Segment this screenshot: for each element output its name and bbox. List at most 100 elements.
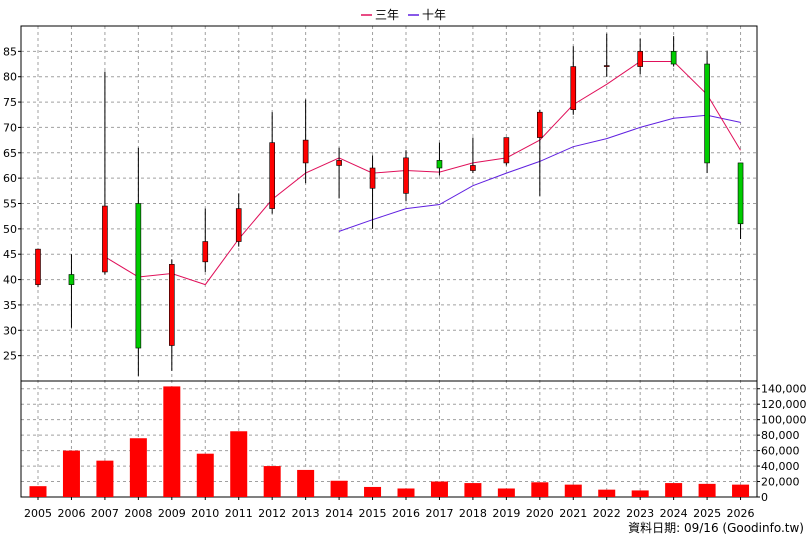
candle-body	[637, 51, 643, 67]
candle-body	[503, 137, 510, 164]
volume-bar	[631, 490, 649, 497]
year-tick-label: 2019	[492, 507, 520, 520]
price-axis-ticks: 25 30 35 40 45 50 55 60 65 70 75 80 85	[3, 45, 21, 363]
year-tick-label: 2007	[91, 507, 119, 520]
year-tick-label: 2011	[225, 507, 253, 520]
price-tick-label: 35	[3, 299, 17, 312]
year-tick-label: 2012	[258, 507, 286, 520]
price-tick-label: 50	[3, 223, 17, 236]
volume-bar	[129, 438, 147, 497]
volume-bar	[330, 480, 348, 497]
candle-body	[403, 157, 409, 194]
year-tick-label: 2006	[57, 507, 85, 520]
candle-body	[202, 241, 209, 263]
year-tick-label: 2026	[727, 507, 755, 520]
volume-bar	[430, 481, 448, 497]
volume-bars	[29, 386, 750, 497]
year-tick-label: 2022	[593, 507, 621, 520]
candle-body	[704, 63, 710, 164]
volume-bar	[564, 484, 582, 497]
year-tick-label: 2014	[325, 507, 353, 520]
candle-body	[102, 205, 108, 273]
year-tick-label: 2013	[292, 507, 320, 520]
year-tick-label: 2021	[559, 507, 587, 520]
candle-body	[670, 51, 677, 65]
year-tick-label: 2025	[693, 507, 721, 520]
plot-frames	[20, 25, 758, 498]
year-tick-label: 2005	[24, 507, 52, 520]
year-axis-ticks: 2005 2006 2007 2008 2009 2010 2011 2012 2013 2014…	[24, 497, 755, 520]
year-tick-label: 2010	[191, 507, 219, 520]
price-tick-label: 40	[3, 274, 17, 287]
volume-bar	[297, 469, 315, 497]
year-tick-label: 2015	[359, 507, 387, 520]
volume-bar	[364, 486, 382, 497]
price-tick-label: 45	[3, 248, 17, 261]
candle-body	[369, 167, 376, 189]
volume-bar	[196, 453, 214, 497]
volume-bar	[732, 484, 750, 497]
candlesticks	[35, 33, 744, 376]
volume-tick-label: 0	[761, 491, 768, 504]
price-tick-label: 70	[3, 121, 17, 134]
year-tick-label: 2023	[626, 507, 654, 520]
price-tick-label: 55	[3, 198, 17, 211]
data-date-footer: 資料日期: 09/16 (Goodinfo.tw)	[628, 521, 804, 535]
volume-bar	[497, 488, 515, 497]
legend-ma10-label: 十年	[422, 8, 446, 22]
price-tick-label: 80	[3, 71, 17, 84]
volume-bar	[96, 460, 114, 497]
volume-bar	[464, 483, 482, 497]
price-tick-label: 25	[3, 350, 17, 363]
volume-bar	[698, 483, 716, 497]
legend: 三年 十年	[361, 8, 446, 22]
candle-body	[35, 248, 41, 285]
moving-average-lines	[104, 61, 741, 286]
candle-body	[537, 111, 543, 138]
price-tick-label: 30	[3, 324, 17, 337]
volume-tick-label: 20,000	[761, 476, 800, 489]
year-tick-label: 2017	[425, 507, 453, 520]
year-tick-label: 2008	[124, 507, 152, 520]
volume-axis-ticks: 0 20,000 40,000 60,000 80,000 100,000 120,000 1…	[757, 383, 807, 504]
year-tick-label: 2018	[459, 507, 487, 520]
candle-body	[603, 65, 610, 67]
candle-body	[470, 165, 476, 171]
volume-tick-label: 100,000	[761, 414, 807, 427]
year-tick-label: 2024	[660, 507, 688, 520]
volume-bar	[531, 482, 549, 497]
price-tick-label: 60	[3, 172, 17, 185]
volume-tick-label: 120,000	[761, 398, 807, 411]
candle-body	[737, 162, 744, 225]
candle-body	[269, 142, 275, 209]
volume-bar	[62, 450, 80, 497]
volume-tick-label: 140,000	[761, 383, 807, 396]
price-tick-label: 75	[3, 96, 17, 109]
volume-bar	[263, 466, 281, 497]
candle-body	[169, 264, 175, 346]
legend-ma3-label: 三年	[375, 8, 399, 22]
volume-tick-label: 60,000	[761, 445, 800, 458]
candle-body	[235, 208, 242, 242]
candle-body	[336, 160, 342, 166]
grid-lines	[21, 26, 757, 497]
candle-body	[436, 160, 443, 169]
volume-bar	[230, 431, 248, 497]
volume-bar	[29, 486, 47, 497]
ma3-line	[104, 61, 741, 286]
volume-bar	[598, 489, 616, 497]
year-tick-label: 2016	[392, 507, 420, 520]
price-tick-label: 65	[3, 147, 17, 160]
candle-body	[68, 274, 75, 285]
year-tick-label: 2009	[158, 507, 186, 520]
volume-panel-frame	[20, 380, 758, 498]
volume-bar	[397, 488, 415, 497]
price-tick-label: 85	[3, 45, 17, 58]
year-tick-label: 2020	[526, 507, 554, 520]
volume-tick-label: 40,000	[761, 460, 800, 473]
volume-bar	[665, 483, 683, 497]
volume-bar	[163, 386, 181, 497]
candle-body	[135, 203, 142, 349]
volume-tick-label: 80,000	[761, 429, 800, 442]
